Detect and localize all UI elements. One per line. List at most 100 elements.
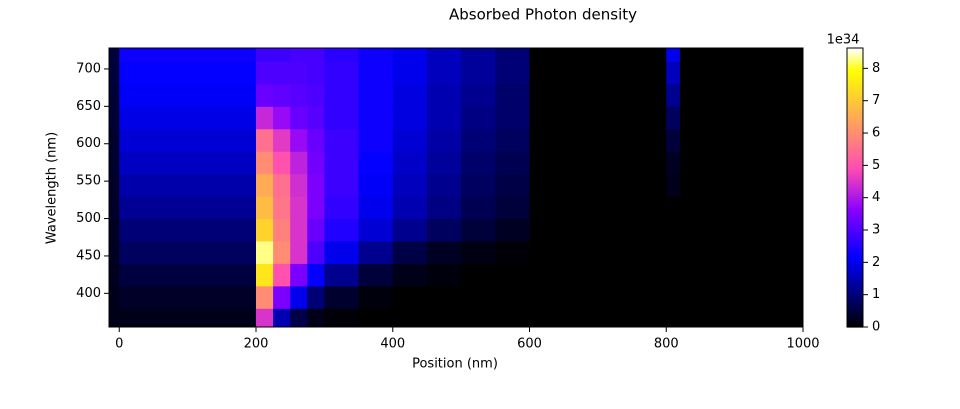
heatmap-cell <box>358 128 394 152</box>
colorbar-tick-label: 5 <box>872 158 880 173</box>
heatmap-cell <box>119 218 257 242</box>
heatmap-cell <box>495 218 531 242</box>
colorbar-gradient <box>847 107 863 111</box>
colorbar-gradient <box>847 93 863 97</box>
colorbar-gradient <box>847 91 863 95</box>
colorbar-gradient <box>847 83 863 87</box>
colorbar-gradient <box>847 51 863 55</box>
y-tick-label: 450 <box>76 248 101 263</box>
heatmap-cell <box>290 83 308 107</box>
heatmap-cell <box>358 308 394 328</box>
colorbar-gradient <box>847 227 863 230</box>
colorbar-gradient <box>847 277 863 280</box>
colorbar-gradient <box>847 279 863 282</box>
colorbar-gradient <box>847 67 863 71</box>
colorbar-gradient <box>847 149 863 153</box>
heatmap-cell <box>307 48 325 62</box>
heatmap-cell <box>290 218 308 242</box>
heatmap-cell <box>679 83 804 107</box>
heatmap-cell <box>529 83 667 107</box>
heatmap-cell <box>426 196 462 220</box>
heatmap-cell <box>529 263 667 287</box>
heatmap-cell <box>358 106 394 130</box>
colorbar-gradient <box>847 137 863 141</box>
heatmap-cell <box>426 285 462 309</box>
heatmap-cell <box>392 196 428 220</box>
heatmap-cell <box>679 285 804 309</box>
heatmap-cell <box>426 240 462 264</box>
colorbar-gradient <box>847 181 863 185</box>
heatmap-cell <box>426 106 462 130</box>
heatmap-cell <box>324 308 360 328</box>
heatmap-cell <box>290 173 308 197</box>
colorbar-gradient <box>847 197 863 201</box>
colorbar-gradient <box>847 61 863 65</box>
colorbar-gradient <box>847 169 863 173</box>
colorbar-tick-label: 0 <box>872 320 880 335</box>
heatmap-cell <box>529 308 667 328</box>
colorbar-gradient <box>847 85 863 89</box>
heatmap-cell <box>119 285 257 309</box>
colorbar-gradient <box>847 187 863 191</box>
heatmap-cell <box>358 173 394 197</box>
colorbar-gradient <box>847 309 863 312</box>
colorbar-gradient <box>847 233 863 236</box>
colorbar-gradient <box>847 267 863 270</box>
heatmap-cell <box>358 48 394 62</box>
colorbar-gradient <box>847 75 863 79</box>
chart-title: Absorbed Photon density <box>449 6 637 24</box>
colorbar-gradient <box>847 301 863 304</box>
heatmap-cell <box>119 196 257 220</box>
colorbar-gradient <box>847 289 863 292</box>
heatmap-cell <box>426 151 462 175</box>
colorbar-gradient <box>847 175 863 179</box>
heatmap-cell <box>679 196 804 220</box>
colorbar-gradient <box>847 133 863 137</box>
colorbar-gradient <box>847 193 863 197</box>
heatmap-cell <box>324 218 360 242</box>
heatmap-cell <box>256 285 274 309</box>
heatmap-cell <box>495 61 531 85</box>
colorbar-gradient <box>847 321 863 324</box>
colorbar-gradient <box>847 221 863 224</box>
colorbar-gradient <box>847 325 863 328</box>
heatmap-cell <box>109 285 120 309</box>
y-tick-label: 600 <box>76 136 101 151</box>
heatmap-cell <box>426 128 462 152</box>
colorbar-tick-label: 7 <box>872 93 880 108</box>
x-tick-label: 200 <box>244 337 269 352</box>
heatmap-cell <box>495 285 531 309</box>
colorbar-gradient <box>847 53 863 57</box>
heatmap-cell <box>358 151 394 175</box>
heatmap-cell <box>273 106 291 130</box>
colorbar-gradient <box>847 155 863 159</box>
heatmap-cell <box>461 128 496 152</box>
colorbar-gradient <box>847 313 863 316</box>
heatmap-cell <box>529 106 667 130</box>
colorbar-gradient <box>847 243 863 246</box>
heatmap-cell <box>666 240 681 264</box>
colorbar-gradient <box>847 81 863 85</box>
heatmap-cell <box>109 263 120 287</box>
heatmap-cell <box>256 151 274 175</box>
heatmap-cell <box>307 106 325 130</box>
heatmap-cell <box>256 83 274 107</box>
heatmap-cell <box>679 308 804 328</box>
colorbar-gradient <box>847 213 863 216</box>
heatmap-cell <box>392 308 428 328</box>
heatmap-cell <box>307 196 325 220</box>
heatmap-cell <box>666 128 681 152</box>
colorbar-gradient <box>847 147 863 151</box>
heatmap-cell <box>119 106 257 130</box>
heatmap-cell <box>109 173 120 197</box>
heatmap-cell <box>666 48 681 62</box>
colorbar-gradient <box>847 79 863 83</box>
colorbar-gradient <box>847 203 863 207</box>
heatmap-cell <box>392 151 428 175</box>
heatmap-cell <box>273 285 291 309</box>
heatmap-cell <box>495 128 531 152</box>
colorbar-gradient <box>847 117 863 121</box>
y-tick-label: 700 <box>76 61 101 76</box>
colorbar-gradient <box>847 95 863 99</box>
colorbar-gradient <box>847 307 863 310</box>
